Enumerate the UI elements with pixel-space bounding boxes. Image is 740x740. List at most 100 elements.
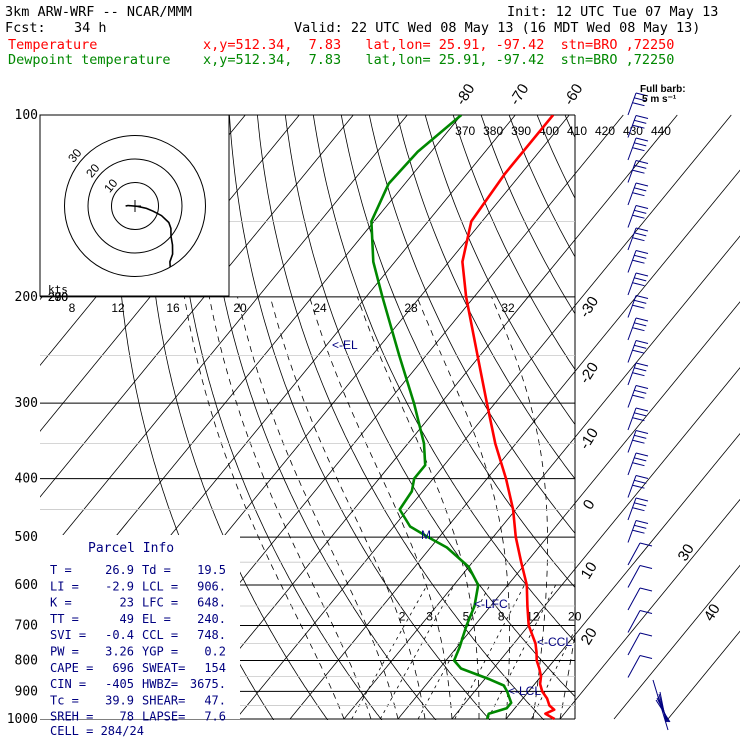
temperature-tick-label: -70 [507,81,533,108]
temperature-tick-labels: -80 -70 -60 -30 -20 -10 0 10 20 30 40 [453,81,724,648]
mixing-ratio-line [351,584,428,720]
wind-barb-staff [627,497,637,521]
parcel-value: 748. [197,628,226,642]
pressure-tick-label: 400 [15,472,38,487]
full-barb-units: 5 m s⁻¹ [642,94,677,105]
mixing-ratio-label: 12 [526,609,540,623]
dry-adiabat [670,102,740,732]
dry-adiabat [480,115,575,315]
theta-label: 390 [511,124,531,138]
hodograph-axis-label: 32 [501,301,515,315]
parcel-value: 3.26 [105,645,134,659]
wind-barb-flag [632,394,645,399]
init-time: Init: 12 UTC Tue 07 May 13 [507,4,719,20]
wind-barb-flag [632,282,645,287]
parcel-box-bg [40,535,240,719]
pressure-tick-label: 300 [15,396,38,411]
parcel-info-box: Parcel Info T = 26.9 Td = 19.5 LI = -2.9 LCL = 9… [40,535,240,738]
parcel-value: -0.4 [105,628,134,642]
theta-label: 400 [539,124,559,138]
wind-barb-flag [632,304,645,309]
parcel-label: TT = [50,612,79,626]
isotherm-line [289,169,740,720]
wind-barb-flag [632,507,645,512]
moist-adiabat [559,632,575,720]
parcel-value: 0.2 [204,645,226,659]
parcel-value: 19.5 [197,563,226,577]
parcel-title: Parcel Info [88,541,174,556]
wind-barb-staff [627,250,637,273]
level-annotation: <-LCL [508,684,541,698]
parcel-value: 23 [120,596,134,610]
wind-barb-flag [632,102,645,107]
wind-barb-flag [635,205,649,209]
moist-adiabat [237,296,399,720]
temperature-tick-label: 10 [578,559,601,582]
parcel-value: -2.9 [105,579,134,593]
parcel-value: 7.6 [204,710,226,724]
temperature-tick-label: 30 [675,541,698,564]
parcel-value: 154 [204,661,226,675]
wind-barb-staff [627,205,637,228]
parcel-label: LCL = [142,579,178,593]
dry-adiabat [144,115,329,720]
wind-barb-staff [627,160,637,183]
temperature-tick-label: 0 [580,497,599,513]
wind-barb-flag [634,524,647,529]
parcel-label: SREH = [50,710,93,724]
wind-barb-flag [635,92,649,97]
theta-label: 370 [455,124,475,138]
parcel-value: -405 [105,677,134,691]
wind-barb-flag [635,227,649,232]
level-annotation: <-CCL [537,635,572,649]
parcel-label: PW = [50,645,79,659]
wind-barb-staff [627,115,637,138]
parcel-value: 240. [197,612,226,626]
wind-barb-flag [635,497,649,502]
wind-barb-flag [632,439,645,444]
parcel-value: 78 [120,710,134,724]
wind-barb-staff [627,587,641,611]
wind-barb-flag [635,362,649,367]
wind-barb-staff [627,520,637,543]
wind-barb-staff [627,475,637,498]
mixing-ratio-line [379,584,455,720]
forecast-label: Fcst: [5,20,46,36]
mixing-ratio-label: 3 [426,609,433,623]
hodograph-ring [111,182,159,230]
temperature-legend-label: Temperature [8,37,98,53]
surface-wind-barb [652,679,669,731]
parcel-value: 3675. [190,677,226,691]
parcel-label: SWEAT= [142,661,185,675]
wind-barb-flag [635,520,649,524]
dewpoint-profile [370,115,513,720]
level-annotation: <-EL [332,338,358,352]
hodograph-ring [87,158,183,254]
dewpoint-location-info: x,y=512.34, 7.83 lat,lon= 25.91, -97.42 … [203,52,675,68]
wind-barb-staff [627,92,637,116]
wind-barb-flag [634,502,647,507]
theta-label: 290 [48,290,68,304]
wind-barb-flag [632,327,645,332]
wind-barb-flag [635,160,649,164]
mixing-ratio-label: 20 [568,609,582,623]
dry-adiabat [256,115,545,720]
pressure-tick-label: 500 [15,530,38,545]
pressure-tick-label: 600 [15,578,38,593]
dry-adiabat [642,102,740,732]
hodograph-axis-label: 28 [404,301,418,315]
wind-barb-flag [639,632,653,637]
theta-label: 270 [48,290,68,304]
wind-barb-flag [634,187,647,192]
wind-barb-flag [635,137,649,142]
wind-barb-flag [635,295,649,299]
wind-barb-flag [635,317,649,322]
temperature-tick-label: 20 [578,625,601,648]
hodograph-trace [125,204,174,268]
theta-label: 410 [567,124,587,138]
wind-barb-flag [639,587,653,592]
wind-barb-flag [634,254,647,259]
wind-barb-flag [635,407,649,412]
dry-adiabat [725,102,740,732]
wind-barb-flag [635,475,649,479]
